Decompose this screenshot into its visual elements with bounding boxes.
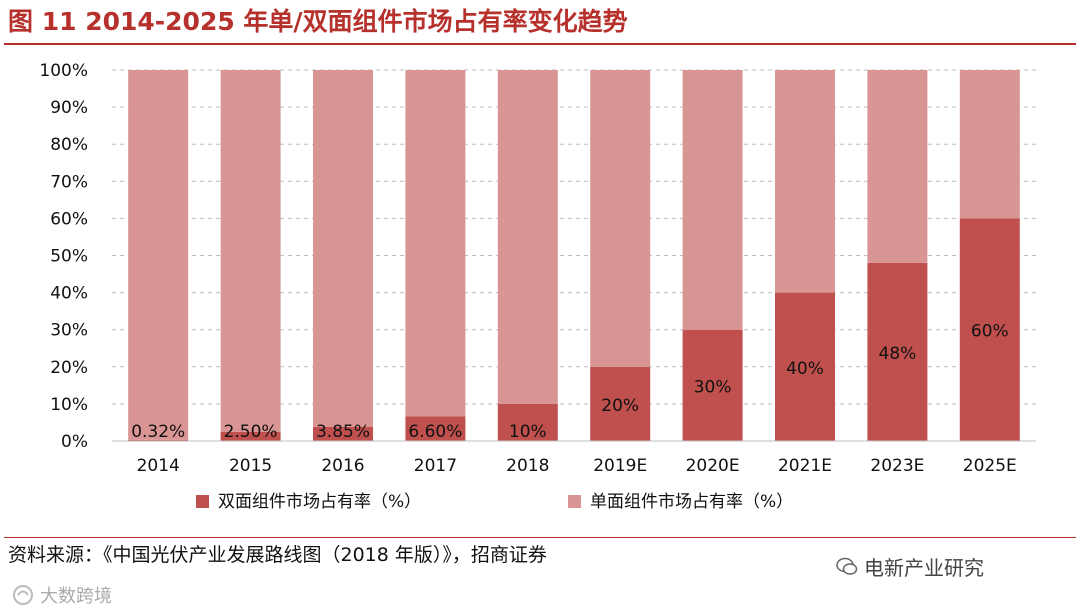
data-labels: 0.32% 2.50% 3.85% 6.60% 10% 20% 30% 40% 48% 60% [131, 322, 1009, 442]
data-label: 6.60% [408, 422, 462, 442]
x-tick-label: 2019E [593, 456, 647, 476]
bar-monofacial [867, 70, 928, 263]
watermark-left-text: 大数跨境 [40, 586, 112, 607]
data-label: 40% [786, 359, 824, 379]
title-divider [4, 43, 1076, 45]
bar-monofacial [313, 70, 373, 427]
x-tick-label: 2020E [686, 456, 740, 476]
bar-monofacial [682, 70, 743, 330]
x-axis: 2014 2015 2016 2017 2018 2019E 2020E 2021E 2023E… [112, 440, 1036, 476]
bar-monofacial [220, 70, 281, 432]
y-tick-label: 100% [39, 61, 88, 81]
x-tick-label: 2017 [414, 456, 457, 476]
bar-monofacial [128, 70, 189, 440]
legend-label: 单面组件市场占有率（%） [590, 492, 793, 512]
y-tick-label: 20% [50, 358, 88, 378]
source-divider [4, 537, 1076, 538]
bar-bifacial [682, 329, 743, 441]
x-tick-label: 2014 [137, 456, 180, 476]
x-tick-label: 2016 [321, 456, 364, 476]
x-tick-label: 2025E [963, 456, 1017, 476]
data-label: 20% [601, 396, 639, 416]
watermark-right-text: 电新产业研究 [864, 556, 984, 580]
data-label: 48% [879, 344, 917, 364]
bar-bifacial [497, 403, 558, 441]
y-axis: 0% 10% 20% 30% 40% 50% 60% 70% 80% 90% 100% [39, 61, 88, 452]
legend-swatch [196, 495, 209, 508]
bar-bifacial [128, 439, 189, 441]
wechat-icon [836, 557, 858, 575]
bar-monofacial [590, 70, 651, 367]
bar-bifacial [220, 431, 281, 441]
y-tick-label: 90% [50, 98, 88, 118]
wechat-watermark: 电新产业研究 [836, 552, 984, 581]
data-label: 0.32% [131, 422, 185, 442]
x-tick-label: 2015 [229, 456, 272, 476]
y-tick-label: 10% [50, 395, 88, 415]
corner-watermark: 大数跨境 [12, 582, 112, 608]
bar-monofacial [497, 70, 558, 404]
bars [128, 70, 1020, 441]
y-tick-label: 0% [61, 432, 88, 452]
y-tick-label: 40% [50, 284, 88, 304]
brand-logo-icon [13, 585, 33, 605]
y-tick-label: 60% [50, 209, 88, 229]
data-label: 30% [694, 377, 732, 397]
chart-title: 图 11 2014-2025 年单/双面组件市场占有率变化趋势 [8, 7, 628, 36]
data-label: 10% [509, 422, 547, 442]
bar-monofacial [405, 70, 466, 417]
data-label: 3.85% [316, 422, 370, 442]
bar-bifacial [775, 292, 835, 441]
source-note: 资料来源：《中国光伏产业发展路线图（2018 年版）》，招商证券 [8, 544, 547, 566]
bar-bifacial [590, 366, 651, 441]
x-tick-label: 2018 [506, 456, 549, 476]
bar-monofacial [775, 70, 835, 293]
x-tick-label: 2021E [778, 456, 832, 476]
bar-bifacial [313, 426, 373, 441]
y-tick-label: 30% [50, 321, 88, 341]
legend-swatch [568, 495, 581, 508]
x-tick-label: 2023E [870, 456, 924, 476]
bar-bifacial [959, 218, 1020, 441]
bar-bifacial [867, 262, 928, 441]
y-tick-label: 50% [50, 247, 88, 267]
legend-label: 双面组件市场占有率（%） [218, 492, 421, 512]
bar-bifacial [405, 416, 466, 441]
stacked-bar-chart: 0%10%20%30%40%50%60%70%80%90%100% 0.32% 2… [39, 61, 1036, 512]
data-label: 2.50% [224, 422, 278, 442]
y-tick-label: 70% [50, 172, 88, 192]
y-tick-label: 80% [50, 135, 88, 155]
data-label: 60% [971, 322, 1009, 342]
legend: 双面组件市场占有率（%） 单面组件市场占有率（%） [196, 492, 793, 512]
bar-monofacial [959, 70, 1020, 219]
